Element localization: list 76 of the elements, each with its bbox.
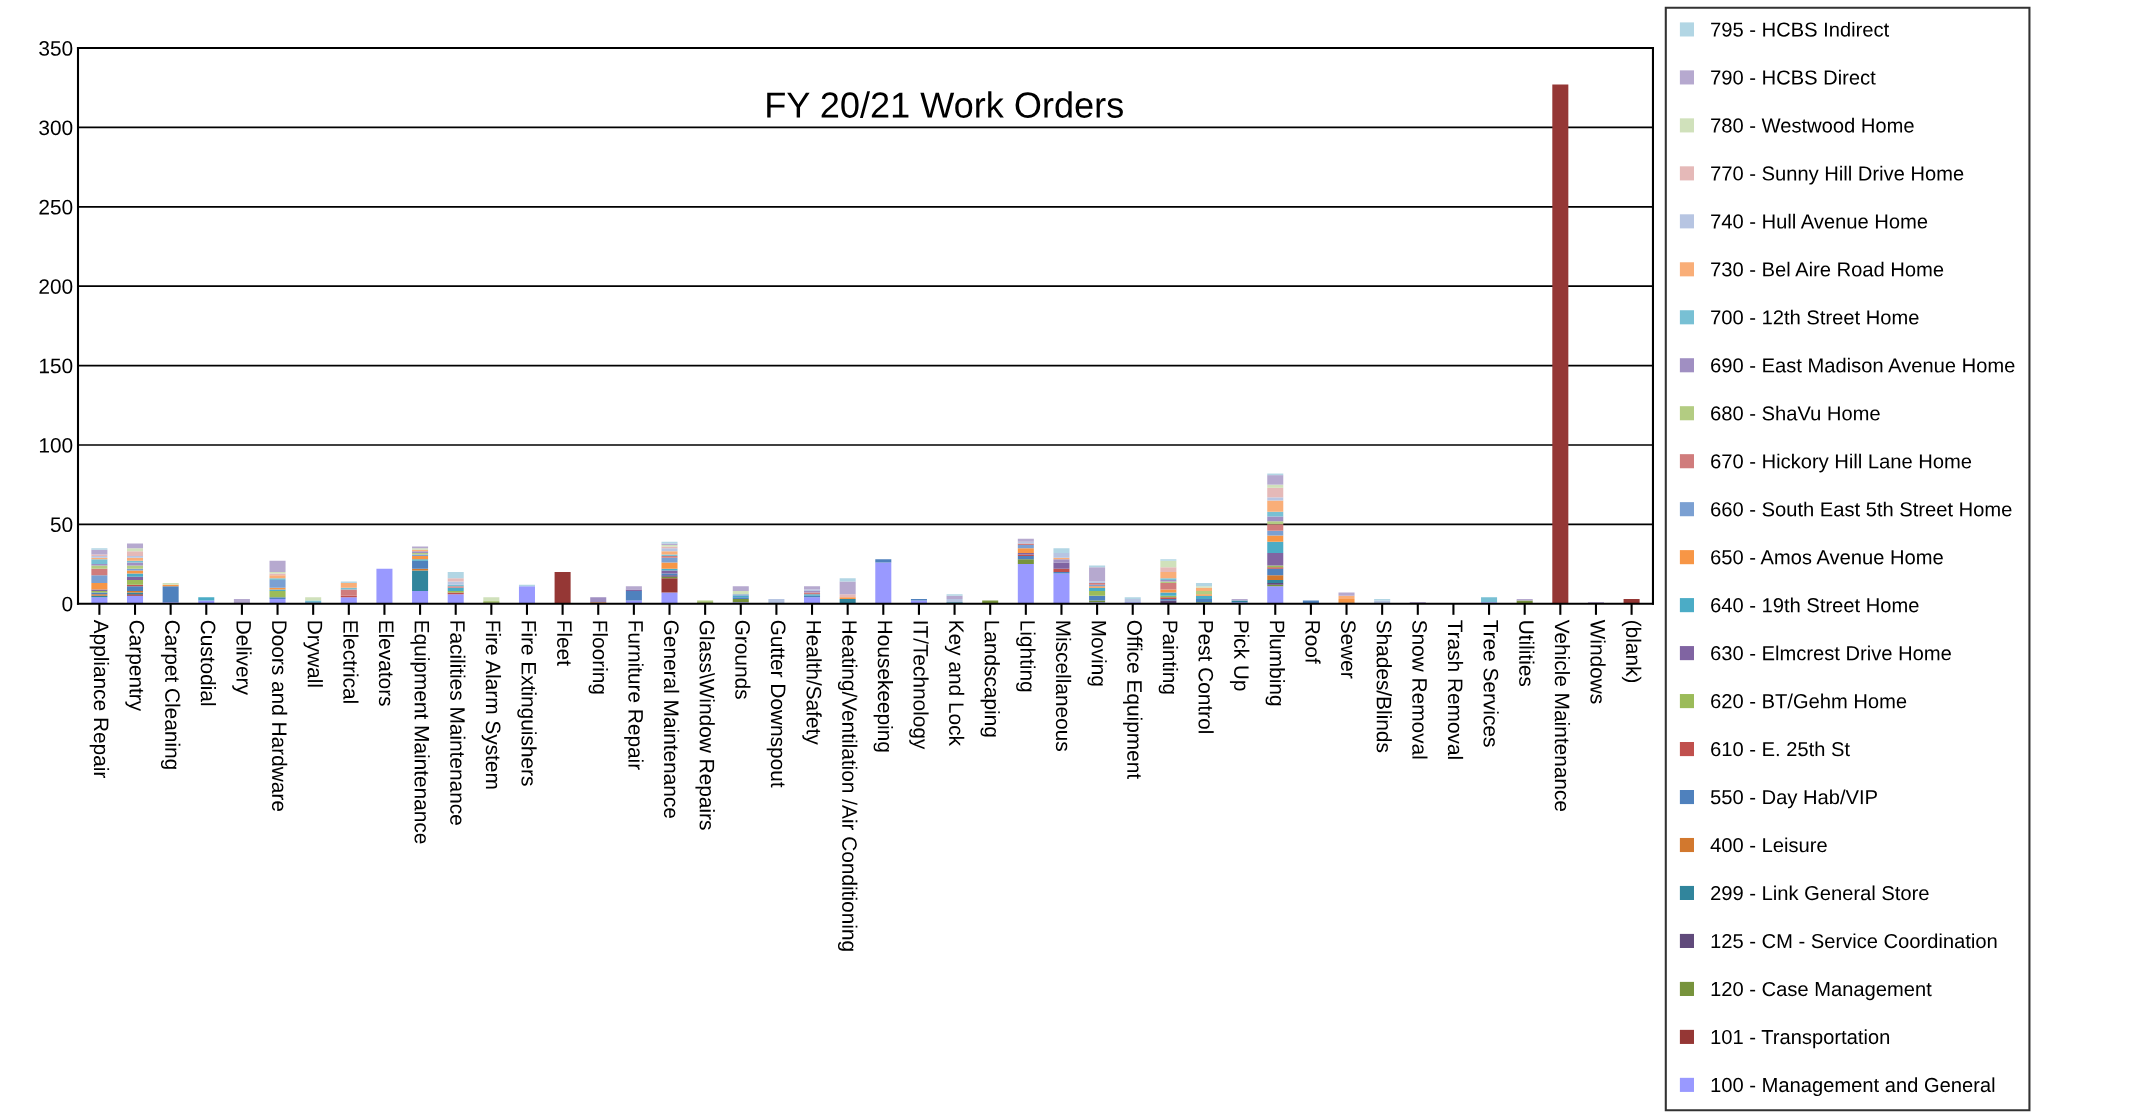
x-tick-label: Gutter Downspout (766, 620, 786, 788)
x-tick-label: General Maintenance (663, 620, 680, 818)
legend-label: 299 - Link General Store (1711, 885, 1929, 901)
x-tick-label: Facilities Maintenance (450, 621, 466, 825)
x-tick-label: Heating/Ventilation /Air Conditioning (837, 621, 858, 951)
legend-label: 790 - HCBS Direct (1711, 69, 1876, 85)
legend-label: 730 - Bel Aire Road Home (1711, 261, 1944, 277)
x-tick-label: Glass\Window Repairs (695, 620, 715, 830)
legend-label: 700 - 12th Street Home (1711, 309, 1919, 325)
legend-label: 610 - E. 25th St (1711, 741, 1850, 757)
x-tick-label: Health/Safety (802, 621, 822, 745)
x-tick-label: Carpet Cleaning (160, 620, 181, 769)
x-tick-label: Flooring (588, 621, 608, 694)
legend-label: 680 - ShaVu Home (1711, 405, 1880, 421)
x-tick-label: Tree Services (1483, 620, 1499, 747)
legend-label: 740 - Hull Avenue Home (1711, 213, 1928, 229)
x-tick-label: Fleet (557, 621, 573, 666)
x-tick-label: Trash Removal (1447, 620, 1464, 759)
legend-label: 550 - Day Hab/VIP (1710, 789, 1877, 809)
legend-label: 650 - Amos Avenue Home (1711, 550, 1943, 565)
x-tick-label: Housekeeping (873, 621, 894, 752)
x-tick-label: Pick Up (1229, 621, 1250, 691)
legend-label: 125 - CM - Service Coordination (1711, 933, 1997, 949)
x-tick-label: Plumbing (1265, 621, 1285, 706)
x-tick-label: Fire Alarm System (481, 621, 502, 789)
y-tick-label: 150 (39, 358, 73, 374)
x-tick-label: Grounds (735, 620, 751, 699)
legend-label: 100 - Management and General (1711, 1077, 1995, 1097)
x-tick-label: Delivery (232, 621, 252, 695)
y-tick-label: 200 (39, 279, 73, 294)
legend-label: 640 - 19th Street Home (1711, 597, 1919, 613)
x-tick-label: Doors and Hardware (271, 621, 288, 811)
x-tick-label: Fire Extinguishers (517, 621, 537, 786)
y-tick-label: 100 (39, 437, 73, 453)
x-tick-label: Electrical (343, 621, 359, 703)
x-tick-label: Appliance Repair (89, 619, 110, 779)
legend-label: 400 - Leisure (1710, 837, 1827, 853)
x-tick-label: Landscaping (980, 621, 1000, 737)
y-tick-label: 300 (39, 120, 73, 136)
x-tick-label: Painting (1158, 621, 1179, 694)
x-tick-label: Utilities (1519, 621, 1535, 687)
x-tick-label: Pest Control (1198, 621, 1214, 733)
legend-label: 620 - BT/Gehm Home (1711, 693, 1907, 709)
text: FY 20/21 Work Orders (767, 91, 1123, 118)
x-tick-label: Custodial (200, 620, 216, 706)
legend-label: 101 - Transportation (1711, 1029, 1890, 1049)
x-tick-label: Lighting (1016, 621, 1036, 692)
legend-label: 780 - Westwood Home (1711, 117, 1914, 133)
x-tick-label: Key and Lock (944, 621, 965, 746)
legend-label: 770 - Sunny Hill Drive Home (1711, 165, 1964, 185)
legend-label: 630 - Elmcrest Drive Home (1711, 645, 1951, 661)
x-tick-label: Miscellaneous (1055, 621, 1072, 751)
x-tick-label: Moving (1087, 621, 1107, 686)
x-tick-label: Furniture Repair (624, 621, 644, 770)
x-tick-label: (blank) (1621, 620, 1642, 683)
x-tick-label: Windows (1590, 619, 1606, 704)
legend-label: 795 - HCBS Indirect (1711, 21, 1890, 37)
legend-label: 660 - South East 5th Street Home (1711, 501, 2012, 517)
x-tick-label: IT/Technology (909, 621, 929, 750)
y-tick-label: 50 (50, 517, 73, 533)
y-tick-label: 250 (39, 199, 73, 215)
x-tick-label: Elevators (378, 621, 395, 706)
x-tick-label: Shades/Blinds (1376, 620, 1392, 753)
x-tick-label: Equipment Maintenance (410, 621, 430, 844)
x-tick-label: Carpentry (125, 620, 145, 712)
y-tick-label: 0 (62, 596, 73, 612)
x-tick-label: Snow Removal (1412, 620, 1428, 759)
legend-label: 120 - Case Management (1711, 981, 1932, 1001)
y-tick-label: 350 (39, 41, 73, 56)
legend-label: 670 - Hickory Hill Lane Home (1711, 453, 1972, 473)
legend-label: 690 - East Madison Avenue Home (1711, 357, 2015, 373)
x-tick-label: Roof (1305, 621, 1321, 664)
x-tick-label: Office Equipment (1123, 620, 1143, 779)
x-tick-label: Drywall (303, 621, 323, 687)
x-tick-label: Vehicle Maintenance (1554, 619, 1571, 812)
x-tick-label: Sewer (1340, 620, 1356, 679)
